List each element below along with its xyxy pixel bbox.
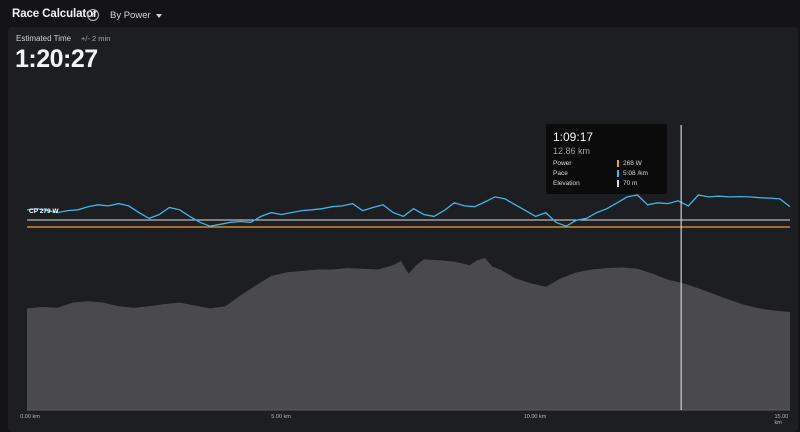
tooltip-elevation-swatch: [617, 180, 619, 187]
tooltip-distance: 12.86 km: [553, 146, 591, 156]
top-bar: Race Calculator i By Power: [0, 0, 800, 28]
estimated-time-tolerance: +/- 2 min: [81, 34, 111, 43]
tooltip-pace-value: 5:08 /km: [623, 170, 648, 177]
cp-label: CP 279 W: [29, 208, 59, 215]
tooltip-elevation-value: 70 m: [623, 180, 638, 187]
position-tooltip: 1:09:17 12.86 km Power 268 W Pace 5:08 /…: [546, 124, 667, 194]
tooltip-pace-swatch: [617, 170, 619, 177]
mode-dropdown-label: By Power: [110, 9, 151, 21]
x-tick-label: 15.00 km: [774, 414, 789, 426]
estimated-time-value: 1:20:27: [15, 45, 98, 73]
mode-dropdown[interactable]: By Power: [110, 8, 162, 22]
page-title: Race Calculator: [12, 8, 98, 20]
tooltip-power-swatch: [617, 160, 619, 167]
tooltip-time: 1:09:17: [553, 130, 594, 144]
estimated-time-label: Estimated Time: [16, 34, 72, 43]
pace-line: [26, 194, 791, 227]
tooltip-elevation-label: Elevation: [553, 180, 580, 187]
tooltip-power-value: 268 W: [623, 160, 642, 167]
chevron-down-icon: [155, 13, 162, 18]
x-tick-label: 0.00 km: [20, 414, 40, 420]
elevation-area: [27, 258, 790, 410]
x-tick-label: 10.00 km: [523, 414, 547, 420]
x-tick-label: 5.00 km: [271, 414, 291, 420]
tooltip-pace-label: Pace: [553, 170, 568, 177]
info-icon[interactable]: i: [87, 9, 99, 21]
tooltip-power-label: Power: [553, 160, 572, 167]
